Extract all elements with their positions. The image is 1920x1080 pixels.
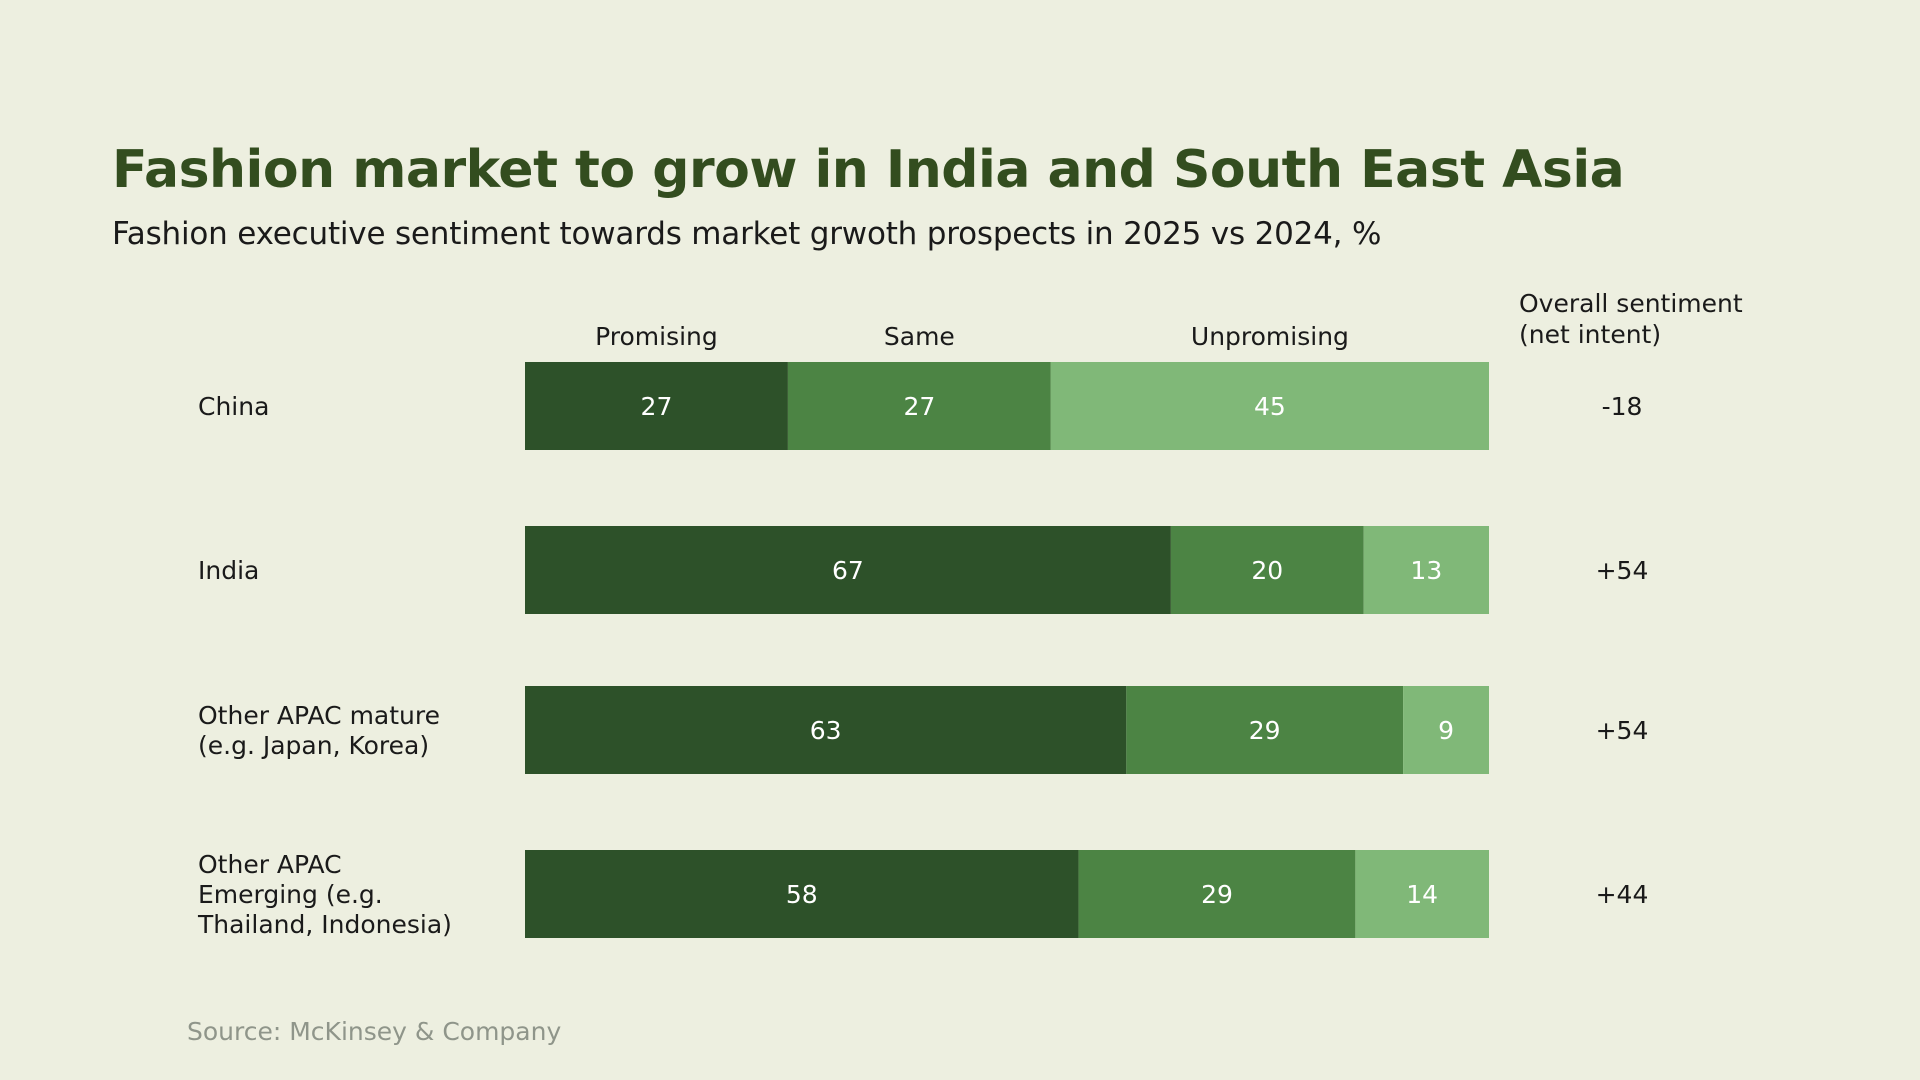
bar-segment-same	[1078, 850, 1356, 938]
category-label: (e.g. Japan, Korea)	[198, 731, 429, 760]
category-label: Emerging (e.g.	[198, 880, 383, 909]
category-label: China	[198, 392, 269, 421]
bar-segment-unpromising	[1363, 526, 1489, 614]
legend-same: Same	[884, 322, 955, 351]
data-label: 9	[1438, 716, 1454, 745]
bar-segment-promising	[525, 850, 1079, 938]
bar-segment-same	[1170, 526, 1364, 614]
bar-row: Other APAC mature(e.g. Japan, Korea) 63 29…	[198, 686, 1648, 774]
net-sentiment-header: Overall sentiment(net intent)	[1519, 289, 1743, 349]
data-label: 67	[832, 556, 864, 585]
bar-segment-unpromising	[1403, 686, 1489, 774]
bar-row: China 27 27 45 -18	[198, 362, 1642, 450]
data-label: 27	[641, 392, 673, 421]
data-label: 29	[1249, 716, 1281, 745]
category-label: India	[198, 556, 259, 585]
legend: Promising Same Unpromising	[595, 322, 1349, 351]
data-label: 29	[1201, 880, 1233, 909]
bar-segment-promising	[525, 686, 1127, 774]
category-label: Other APAC mature	[198, 701, 440, 730]
bar-row: India 67 20 13 +54	[198, 526, 1648, 614]
bar-segment-promising	[525, 362, 788, 450]
bar-segment-promising	[525, 526, 1171, 614]
data-label: 58	[786, 880, 818, 909]
data-label: 14	[1406, 880, 1438, 909]
bar-segment-same	[1126, 686, 1404, 774]
bar-segment-same	[787, 362, 1051, 450]
legend-unpromising: Unpromising	[1191, 322, 1349, 351]
net-sentiment-value: +54	[1596, 556, 1649, 585]
data-label: 27	[903, 392, 935, 421]
chart-subtitle: Fashion executive sentiment towards mark…	[112, 216, 1382, 252]
net-sentiment-header-line: (net intent)	[1519, 320, 1661, 349]
category-label: Thailand, Indonesia)	[197, 910, 452, 939]
net-sentiment-value: +54	[1596, 716, 1649, 745]
bar-segment-unpromising	[1355, 850, 1489, 938]
net-sentiment-header-line: Overall sentiment	[1519, 289, 1743, 318]
net-sentiment-value: -18	[1602, 392, 1643, 421]
net-sentiment-value: +44	[1596, 880, 1649, 909]
data-label: 45	[1254, 392, 1286, 421]
chart-title: Fashion market to grow in India and Sout…	[112, 140, 1625, 200]
data-label: 63	[810, 716, 842, 745]
data-label: 13	[1410, 556, 1442, 585]
data-label: 20	[1251, 556, 1283, 585]
category-label: Other APAC	[198, 850, 342, 879]
legend-promising: Promising	[595, 322, 718, 351]
source-note: Source: McKinsey & Company	[187, 1017, 562, 1046]
bar-segment-unpromising	[1050, 362, 1489, 450]
